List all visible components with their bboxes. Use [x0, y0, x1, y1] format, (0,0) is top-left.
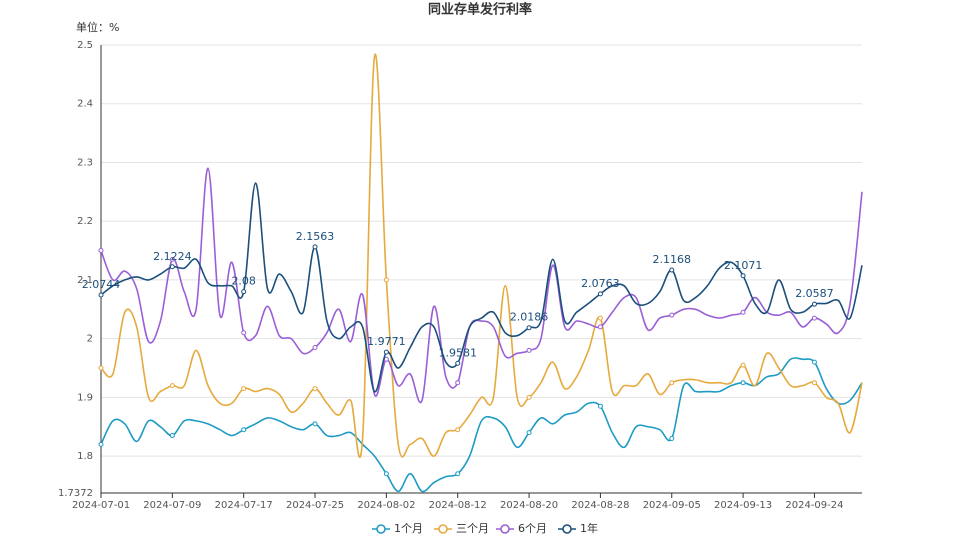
point	[169, 256, 175, 262]
point	[669, 267, 675, 273]
point	[169, 383, 175, 389]
point	[597, 403, 603, 409]
legend-label: 三个月	[456, 522, 489, 535]
x-tick-label: 2024-07-01	[72, 500, 130, 511]
point	[241, 427, 247, 433]
series-line	[100, 357, 863, 493]
legend-marker	[438, 524, 448, 534]
point	[455, 427, 461, 433]
x-tick-label: 2024-07-25	[286, 500, 344, 511]
x-tick-label: 2024-09-13	[714, 500, 772, 511]
point	[98, 365, 104, 371]
point	[740, 273, 746, 279]
point	[169, 264, 175, 270]
data-label: 2.0186	[510, 311, 549, 324]
point	[98, 292, 104, 298]
point	[811, 380, 817, 386]
point	[241, 330, 247, 336]
y-tick-label: 2.5	[77, 40, 93, 51]
point	[526, 347, 532, 353]
x-tick-label: 2024-09-05	[643, 500, 701, 511]
point	[241, 386, 247, 392]
point	[312, 421, 318, 427]
point	[669, 435, 675, 441]
y-tick-label: 2.1	[77, 275, 93, 286]
y-tick-label: 1.9	[77, 392, 93, 403]
point	[669, 380, 675, 386]
point	[383, 349, 389, 355]
point	[526, 394, 532, 400]
point	[811, 315, 817, 321]
x-tick-label: 2024-08-28	[571, 500, 629, 511]
point	[811, 301, 817, 307]
data-label: 2.1071	[724, 259, 763, 272]
point	[98, 441, 104, 447]
data-label: 1.9771	[367, 335, 406, 348]
chart-title: 同业存单发行利率	[428, 2, 532, 18]
y-tick-label: 2.2	[77, 216, 93, 227]
y-axis-label: 单位：%	[76, 20, 119, 34]
x-tick-label: 2024-08-12	[429, 500, 487, 511]
point	[455, 471, 461, 477]
legend-label: 6个月	[518, 522, 547, 535]
point	[98, 248, 104, 254]
point	[383, 277, 389, 283]
point	[669, 312, 675, 318]
point	[597, 315, 603, 321]
y-tick-label: 1.8	[77, 451, 93, 462]
x-tick-label: 2024-08-20	[500, 500, 558, 511]
legend-marker	[376, 524, 386, 534]
point	[455, 360, 461, 366]
point	[597, 324, 603, 330]
data-label: 2.1168	[653, 253, 692, 266]
point	[526, 325, 532, 331]
series-line	[100, 182, 863, 393]
point	[312, 244, 318, 250]
data-label: 2.0744	[82, 278, 121, 291]
legend-marker	[500, 524, 510, 534]
point	[526, 430, 532, 436]
y-tick-label: 2.4	[77, 99, 93, 110]
x-tick-label: 2024-07-09	[143, 500, 201, 511]
data-label: 2.08	[231, 275, 256, 288]
point	[740, 309, 746, 315]
legend-label: 1个月	[394, 522, 423, 535]
y-tick-label: 1.7372	[58, 488, 93, 499]
x-tick-label: 2024-09-24	[785, 500, 843, 511]
point	[383, 471, 389, 477]
data-label: 2.0763	[581, 277, 620, 290]
point	[740, 362, 746, 368]
point	[740, 380, 746, 386]
point	[597, 291, 603, 297]
series-line	[100, 53, 863, 459]
x-tick-label: 2024-08-02	[357, 500, 415, 511]
x-tick-label: 2024-07-17	[215, 500, 273, 511]
data-label: 2.1563	[296, 230, 335, 243]
legend-marker	[562, 524, 572, 534]
point	[312, 386, 318, 392]
point	[241, 289, 247, 295]
data-label: 2.1224	[153, 250, 192, 263]
point	[169, 433, 175, 439]
data-label: 2.0587	[795, 287, 834, 300]
data-label: 1.9581	[438, 346, 477, 359]
point	[811, 359, 817, 365]
y-tick-label: 2.3	[77, 157, 93, 168]
legend-label: 1年	[580, 521, 598, 535]
y-tick-label: 2	[87, 334, 93, 345]
point	[455, 380, 461, 386]
point	[312, 344, 318, 350]
